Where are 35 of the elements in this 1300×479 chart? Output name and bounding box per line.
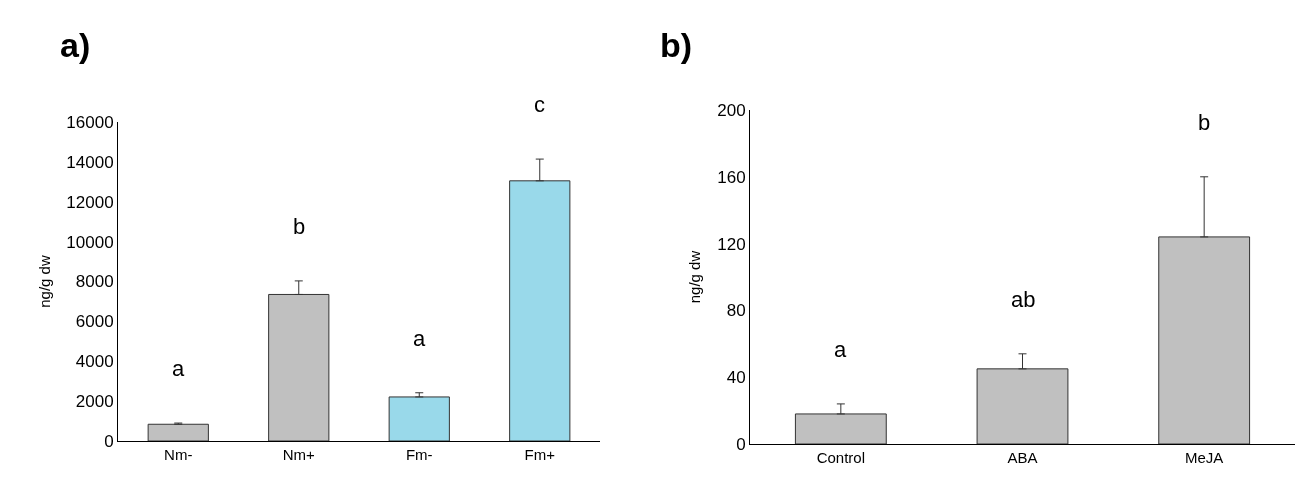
chart-title: b) <box>660 26 693 65</box>
y-tick-label: 0 <box>104 431 114 451</box>
y-tick-label: 10000 <box>66 232 114 252</box>
y-tick-label: 0 <box>736 434 746 454</box>
y-tick-label: 40 <box>726 368 746 388</box>
annotation: a <box>172 356 185 381</box>
x-tick-label: Control <box>816 449 866 466</box>
annotation: b <box>1198 110 1211 135</box>
y-tick-label: 12000 <box>66 192 114 212</box>
y-tick-label: 4000 <box>75 352 114 372</box>
x-tick-label: Nm+ <box>282 446 316 463</box>
annotation: ab <box>1011 287 1036 312</box>
x-tick-label: ABA <box>1007 449 1038 466</box>
y-tick-label: 160 <box>717 167 746 187</box>
annotation: b <box>293 214 306 239</box>
y-axis-title: ng/g dw <box>686 250 704 304</box>
annotation: a <box>834 337 847 362</box>
x-tick-label: Fm+ <box>524 446 556 463</box>
x-tick-label: Nm- <box>164 446 193 463</box>
x-tick-label: MeJA <box>1185 449 1224 466</box>
y-tick-label: 8000 <box>75 272 114 292</box>
x-tick-label: Fm- <box>405 446 433 463</box>
bar <box>388 396 450 441</box>
y-tick-label: 6000 <box>75 312 114 332</box>
bar <box>147 423 209 441</box>
annotation: a <box>413 326 426 351</box>
y-tick-label: 14000 <box>66 152 114 172</box>
y-tick-label: 16000 <box>66 112 114 132</box>
y-tick-label: 80 <box>726 301 746 321</box>
y-tick-label: 200 <box>717 100 746 120</box>
y-tick-label: 2000 <box>75 392 114 412</box>
y-tick-label: 120 <box>717 234 746 254</box>
text: c <box>534 92 545 117</box>
y-axis-title: ng/g dw <box>35 255 53 308</box>
chart-title: a) <box>60 26 91 65</box>
